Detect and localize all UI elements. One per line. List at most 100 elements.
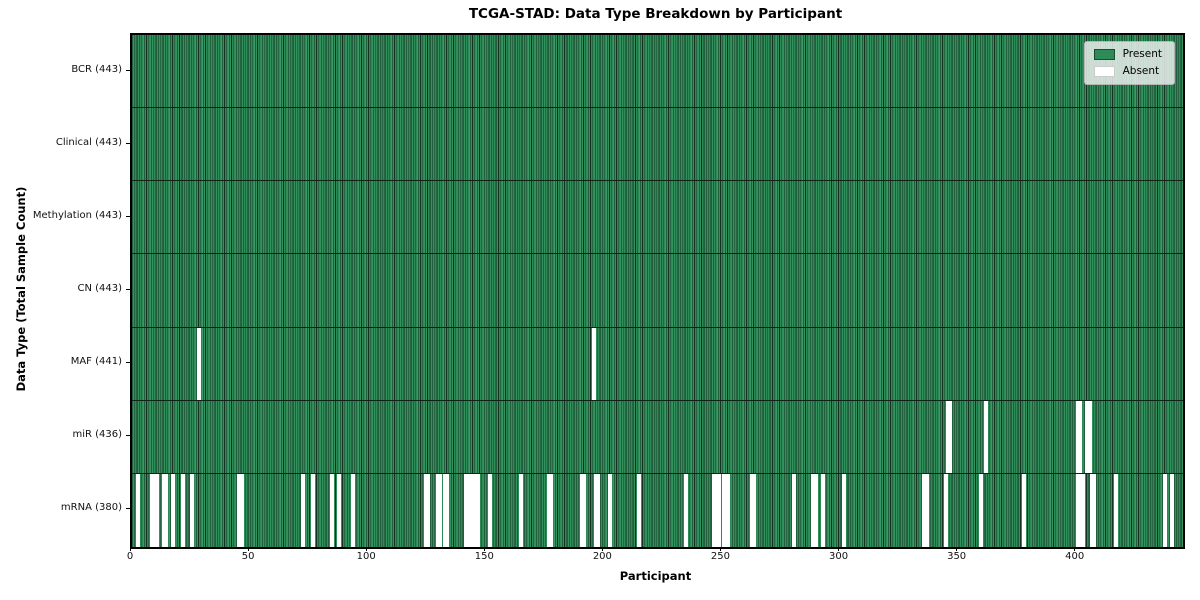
present-swatch-icon [1093,48,1115,60]
absent-cell [301,473,306,547]
absent-cell [473,473,478,547]
absent-cell [714,473,719,547]
absent-cell [820,473,825,547]
absent-cell [1075,400,1080,473]
y-tick-label: Clinical (443) [55,136,122,148]
absent-cell [1078,400,1083,473]
x-tick-mark [601,547,603,551]
absent-cell [445,473,450,547]
absent-cell [471,473,476,547]
absent-cell [726,473,731,547]
absent-cell [683,473,688,547]
absent-cell [813,473,818,547]
y-tick-mark [126,362,130,364]
absent-cell [336,473,341,547]
y-tick-mark [126,508,130,510]
heatmap-row [132,35,1183,109]
heatmap-row [132,108,1183,182]
heatmap-row [132,181,1183,255]
y-tick-label: BCR (443) [71,63,122,75]
legend-item-absent: Absent [1093,65,1162,77]
absent-cell [712,473,717,547]
absent-cell [1113,473,1118,547]
absent-cell [591,327,596,400]
absent-cell [983,400,988,473]
absent-cell [1085,400,1090,473]
absent-cell [608,473,613,547]
absent-cell [237,473,242,547]
absent-cell [350,473,355,547]
x-tick-label: 300 [828,551,849,562]
absent-cell [1080,473,1085,547]
y-tick-mark [126,142,130,144]
absent-cell [135,473,140,547]
x-tick-label: 200 [592,551,612,562]
absent-cell [197,327,202,400]
absent-cell [943,473,948,547]
absent-cell [161,473,166,547]
x-tick-mark [956,547,958,551]
absent-cell [487,473,492,547]
x-tick-mark [838,547,840,551]
absent-cell [466,473,471,547]
x-tick-mark [483,547,485,551]
y-tick-mark [126,69,130,71]
absent-cell [329,473,334,547]
absent-cell [549,473,554,547]
y-tick-label: Methylation (443) [32,209,122,221]
absent-cell [596,473,601,547]
absent-cell [546,473,551,547]
absent-cell [1078,473,1083,547]
x-tick-mark [247,547,249,551]
x-tick-mark [129,547,131,551]
x-tick-mark [719,547,721,551]
x-axis-label: Participant [619,569,692,583]
absent-cell [190,473,195,547]
absent-cell [150,473,155,547]
absent-cell [811,473,816,547]
absent-cell [594,473,599,547]
heatmap-row [132,327,1183,401]
absent-cell [716,473,721,547]
absent-swatch-icon [1093,65,1115,77]
absent-cell [164,473,169,547]
x-tick-label: 0 [126,551,134,562]
heatmap-row [132,254,1183,328]
heatmap-row [132,400,1183,474]
absent-cell [171,473,176,547]
x-tick-mark [1074,547,1076,551]
absent-cell [464,473,469,547]
absent-cell [842,473,847,547]
y-tick-mark [126,289,130,290]
absent-cell [582,473,587,547]
x-tick-mark [365,547,367,551]
absent-cell [310,473,315,547]
absent-cell [1170,473,1175,547]
absent-cell [438,473,443,547]
heatmap-row [132,473,1183,547]
absent-cell [752,473,757,547]
absent-cell [1075,473,1080,547]
absent-cell [979,473,984,547]
x-tick-label: 350 [947,551,967,562]
absent-cell [180,473,185,547]
absent-cell [424,473,429,547]
absent-cell [442,473,447,547]
absent-cell [924,473,929,547]
absent-cell [922,473,927,547]
x-tick-label: 100 [356,551,376,562]
legend: Present Absent [1083,41,1175,85]
absent-cell [946,400,950,473]
x-tick-label: 400 [1065,551,1085,562]
x-tick-label: 50 [241,551,255,562]
absent-cell [476,473,480,547]
absent-cell [154,473,159,547]
absent-cell [435,473,440,547]
plot-area: Present Absent [130,33,1185,549]
absent-cell [721,473,726,547]
y-tick-label: miR (436) [72,429,122,441]
absent-cell [792,473,797,547]
x-tick-label: 250 [710,551,730,562]
legend-label-present: Present [1122,48,1162,60]
chart-title: TCGA-STAD: Data Type Breakdown by Partic… [468,6,843,22]
